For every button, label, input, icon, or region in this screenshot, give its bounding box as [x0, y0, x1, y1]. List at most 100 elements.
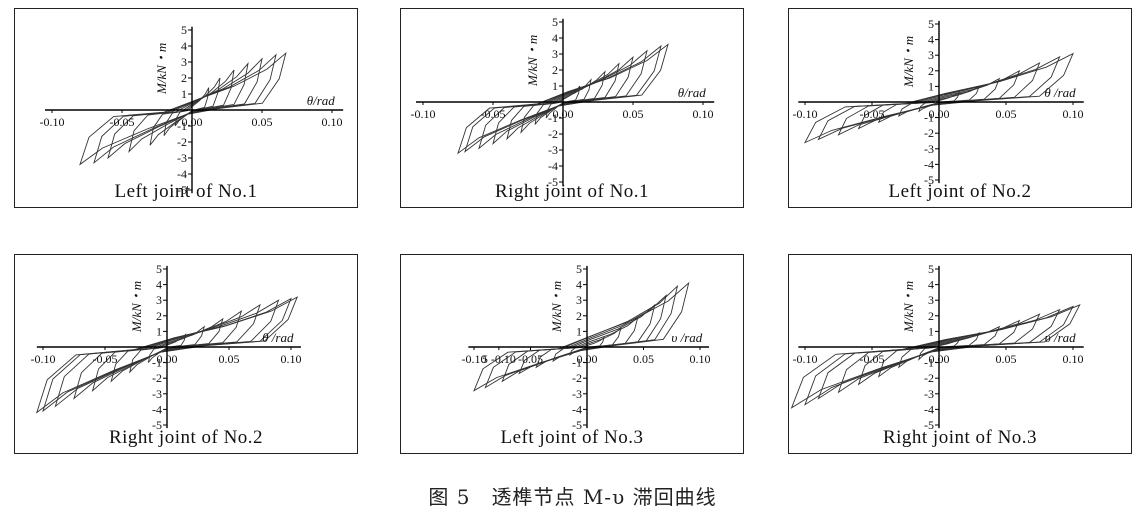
x-tick-label: 0.05 — [252, 115, 273, 129]
y-tick-label: -2 — [924, 126, 934, 140]
y-tick-label: 4 — [928, 33, 934, 47]
y-tick-label: -2 — [177, 135, 187, 149]
hysteresis-chart: 5 43 21 -1-2 -3-4 -5 -0.10 -0.05 0.00 0.05 0.10 υ /… — [790, 262, 1084, 432]
x-tick-label: 0.00 — [929, 107, 950, 121]
x-tick-label: -0.05 — [518, 352, 543, 366]
y-tick-label: -4 — [924, 402, 934, 416]
hysteresis-loop — [110, 317, 224, 383]
y-tick-label: 3 — [156, 293, 162, 307]
y-tick-label: -2 — [548, 127, 558, 141]
y-tick-label: 4 — [928, 278, 934, 292]
y-tick-label: -2 — [924, 371, 934, 385]
y-tick-label: 2 — [928, 309, 934, 323]
y-tick-label: -2 — [572, 371, 582, 385]
y-tick-label: -1 — [177, 119, 187, 133]
panel-title: Left joint of No.3 — [500, 427, 644, 448]
hysteresis-loop — [457, 43, 669, 155]
x-tick-label: 0.00 — [577, 352, 598, 366]
x-tick-label: -0.05 — [860, 352, 885, 366]
y-axis-label: M/kN・m — [525, 35, 540, 87]
x-tick-label: -0.10 — [31, 352, 56, 366]
x-tick-label: 0.10 — [322, 115, 343, 129]
x-axis-label: θ /rad — [262, 330, 294, 345]
x-tick-label: 0.05 — [996, 352, 1017, 366]
y-tick-label: -5 — [924, 173, 934, 187]
x-tick-label: 0.00 — [182, 115, 203, 129]
panel-title: Left joint of No.2 — [888, 181, 1032, 202]
panel-title: Right joint of No.3 — [882, 427, 1038, 448]
x-tick-label: 0.05 — [623, 107, 644, 121]
x-tick-label: 0.00 — [157, 352, 178, 366]
y-tick-label: -4 — [548, 159, 558, 173]
hysteresis-loop — [73, 303, 261, 400]
panel-title: Right joint of No.2 — [108, 427, 264, 448]
y-axis-label: M/kN・m — [549, 281, 564, 333]
y-tick-label: 1 — [576, 324, 582, 338]
hysteresis-chart: 5 43 21 -1-2 -3-4 -5 -0.105 -0.10 -0.05 0.00 0.05… — [462, 262, 711, 432]
y-tick-label: 4 — [552, 31, 558, 45]
y-tick-label: 2 — [576, 309, 582, 323]
y-tick-label: -1 — [924, 356, 934, 370]
y-tick-label: -2 — [152, 371, 162, 385]
hysteresis-chart: 5 43 21 -1-2 -3-4 -5 -0.10 -0.05 0.00 0.05 0.10 θ /… — [793, 17, 1084, 187]
y-tick-label: -5 — [548, 175, 558, 189]
y-tick-label: -1 — [548, 111, 558, 125]
y-tick-label: 4 — [156, 278, 162, 292]
y-tick-label: 1 — [928, 79, 934, 93]
hysteresis-loop — [128, 325, 206, 374]
figure-caption: 图 5 透榫节点 M-υ 滞回曲线 — [428, 485, 717, 509]
x-tick-label: -0.10 — [411, 107, 436, 121]
y-tick-label: 3 — [928, 293, 934, 307]
x-tick-label: 0.05 — [219, 352, 240, 366]
x-tick-label: 0.00 — [553, 107, 574, 121]
x-axis-label: υ /rad — [1045, 330, 1076, 345]
x-tick-label: -0.05 — [93, 352, 118, 366]
y-tick-label: -1 — [572, 356, 582, 370]
hysteresis-loop — [174, 87, 210, 127]
hysteresis-loop — [473, 281, 690, 392]
x-axis-label: θ /rad — [1044, 85, 1076, 100]
chart-panel: 5 4 3 2 1 -1 -2 -3 -4 -5 -0.10 -0.05 0.00 0.05 0.10 θ/r… — [14, 8, 358, 208]
hysteresis-loop — [79, 51, 287, 166]
x-tick-label: -0.10 — [462, 352, 487, 366]
chart-panel: 5 4 3 2 1 -1 -2 -3 -4 -5 -0.10 -0.05 0.00 0.05 0.10 θ /… — [14, 254, 358, 454]
x-tick-label: 0.00 — [929, 352, 950, 366]
hysteresis-loop — [163, 77, 221, 136]
x-tick-label: 5 -0.10 — [482, 352, 516, 366]
y-tick-label: -4 — [924, 157, 934, 171]
x-tick-label: -0.10 — [793, 107, 818, 121]
x-axis-label: υ /rad — [671, 330, 702, 345]
x-axis-label: θ/rad — [307, 93, 336, 108]
y-tick-label: 1 — [181, 87, 187, 101]
y-tick-label: -5 — [152, 418, 162, 432]
y-tick-label: 3 — [181, 55, 187, 69]
y-tick-label: -3 — [177, 151, 187, 165]
y-tick-label: 1 — [156, 324, 162, 338]
chart-panel: 5 4 3 2 1 -1 -2 -3 -4 -5 -0.10 -0.05 0.00 0.05 0.10 θ/r… — [400, 8, 744, 208]
x-tick-label: -0.05 — [860, 107, 885, 121]
y-tick-label: 2 — [156, 309, 162, 323]
y-tick-label: -4 — [177, 167, 187, 181]
x-axis-label: θ/rad — [678, 85, 707, 100]
panel-title: Left joint of No.1 — [114, 181, 258, 202]
y-tick-label: -3 — [924, 142, 934, 156]
y-tick-label: -3 — [548, 143, 558, 157]
y-tick-label: 5 — [181, 23, 187, 37]
y-tick-label: 5 — [576, 262, 582, 276]
x-tick-label: -0.10 — [40, 115, 65, 129]
chart-panel: 5 4 3 2 1 -1 -2 -3 -4 -5 -0.10 -0.05 0.00 0.05 0.10 υ /… — [788, 254, 1132, 454]
y-tick-label: 3 — [552, 47, 558, 61]
x-tick-label: -0.05 — [110, 115, 135, 129]
y-axis-label: M/kN・m — [129, 281, 144, 333]
y-tick-label: -4 — [572, 402, 582, 416]
hysteresis-chart: 5 4 3 2 1 -1 -2 -3 -4 -5 -0.10 -0.05 0.00 0.05 0.10 θ/r… — [40, 23, 344, 197]
y-tick-label: 5 — [552, 15, 558, 29]
panel-title: Right joint of No.1 — [494, 181, 650, 202]
hysteresis-loop — [877, 325, 1001, 378]
x-tick-label: -0.10 — [793, 352, 818, 366]
x-tick-label: 0.10 — [1063, 107, 1084, 121]
y-tick-label: 5 — [928, 262, 934, 276]
chart-panel: 5 4 3 2 1 -1 -2 -3 -4 -5 -0.10 5 -0.10 -0.05 0.00 0.05… — [400, 254, 744, 454]
hysteresis-loop — [35, 296, 299, 414]
y-tick-label: 2 — [552, 63, 558, 77]
